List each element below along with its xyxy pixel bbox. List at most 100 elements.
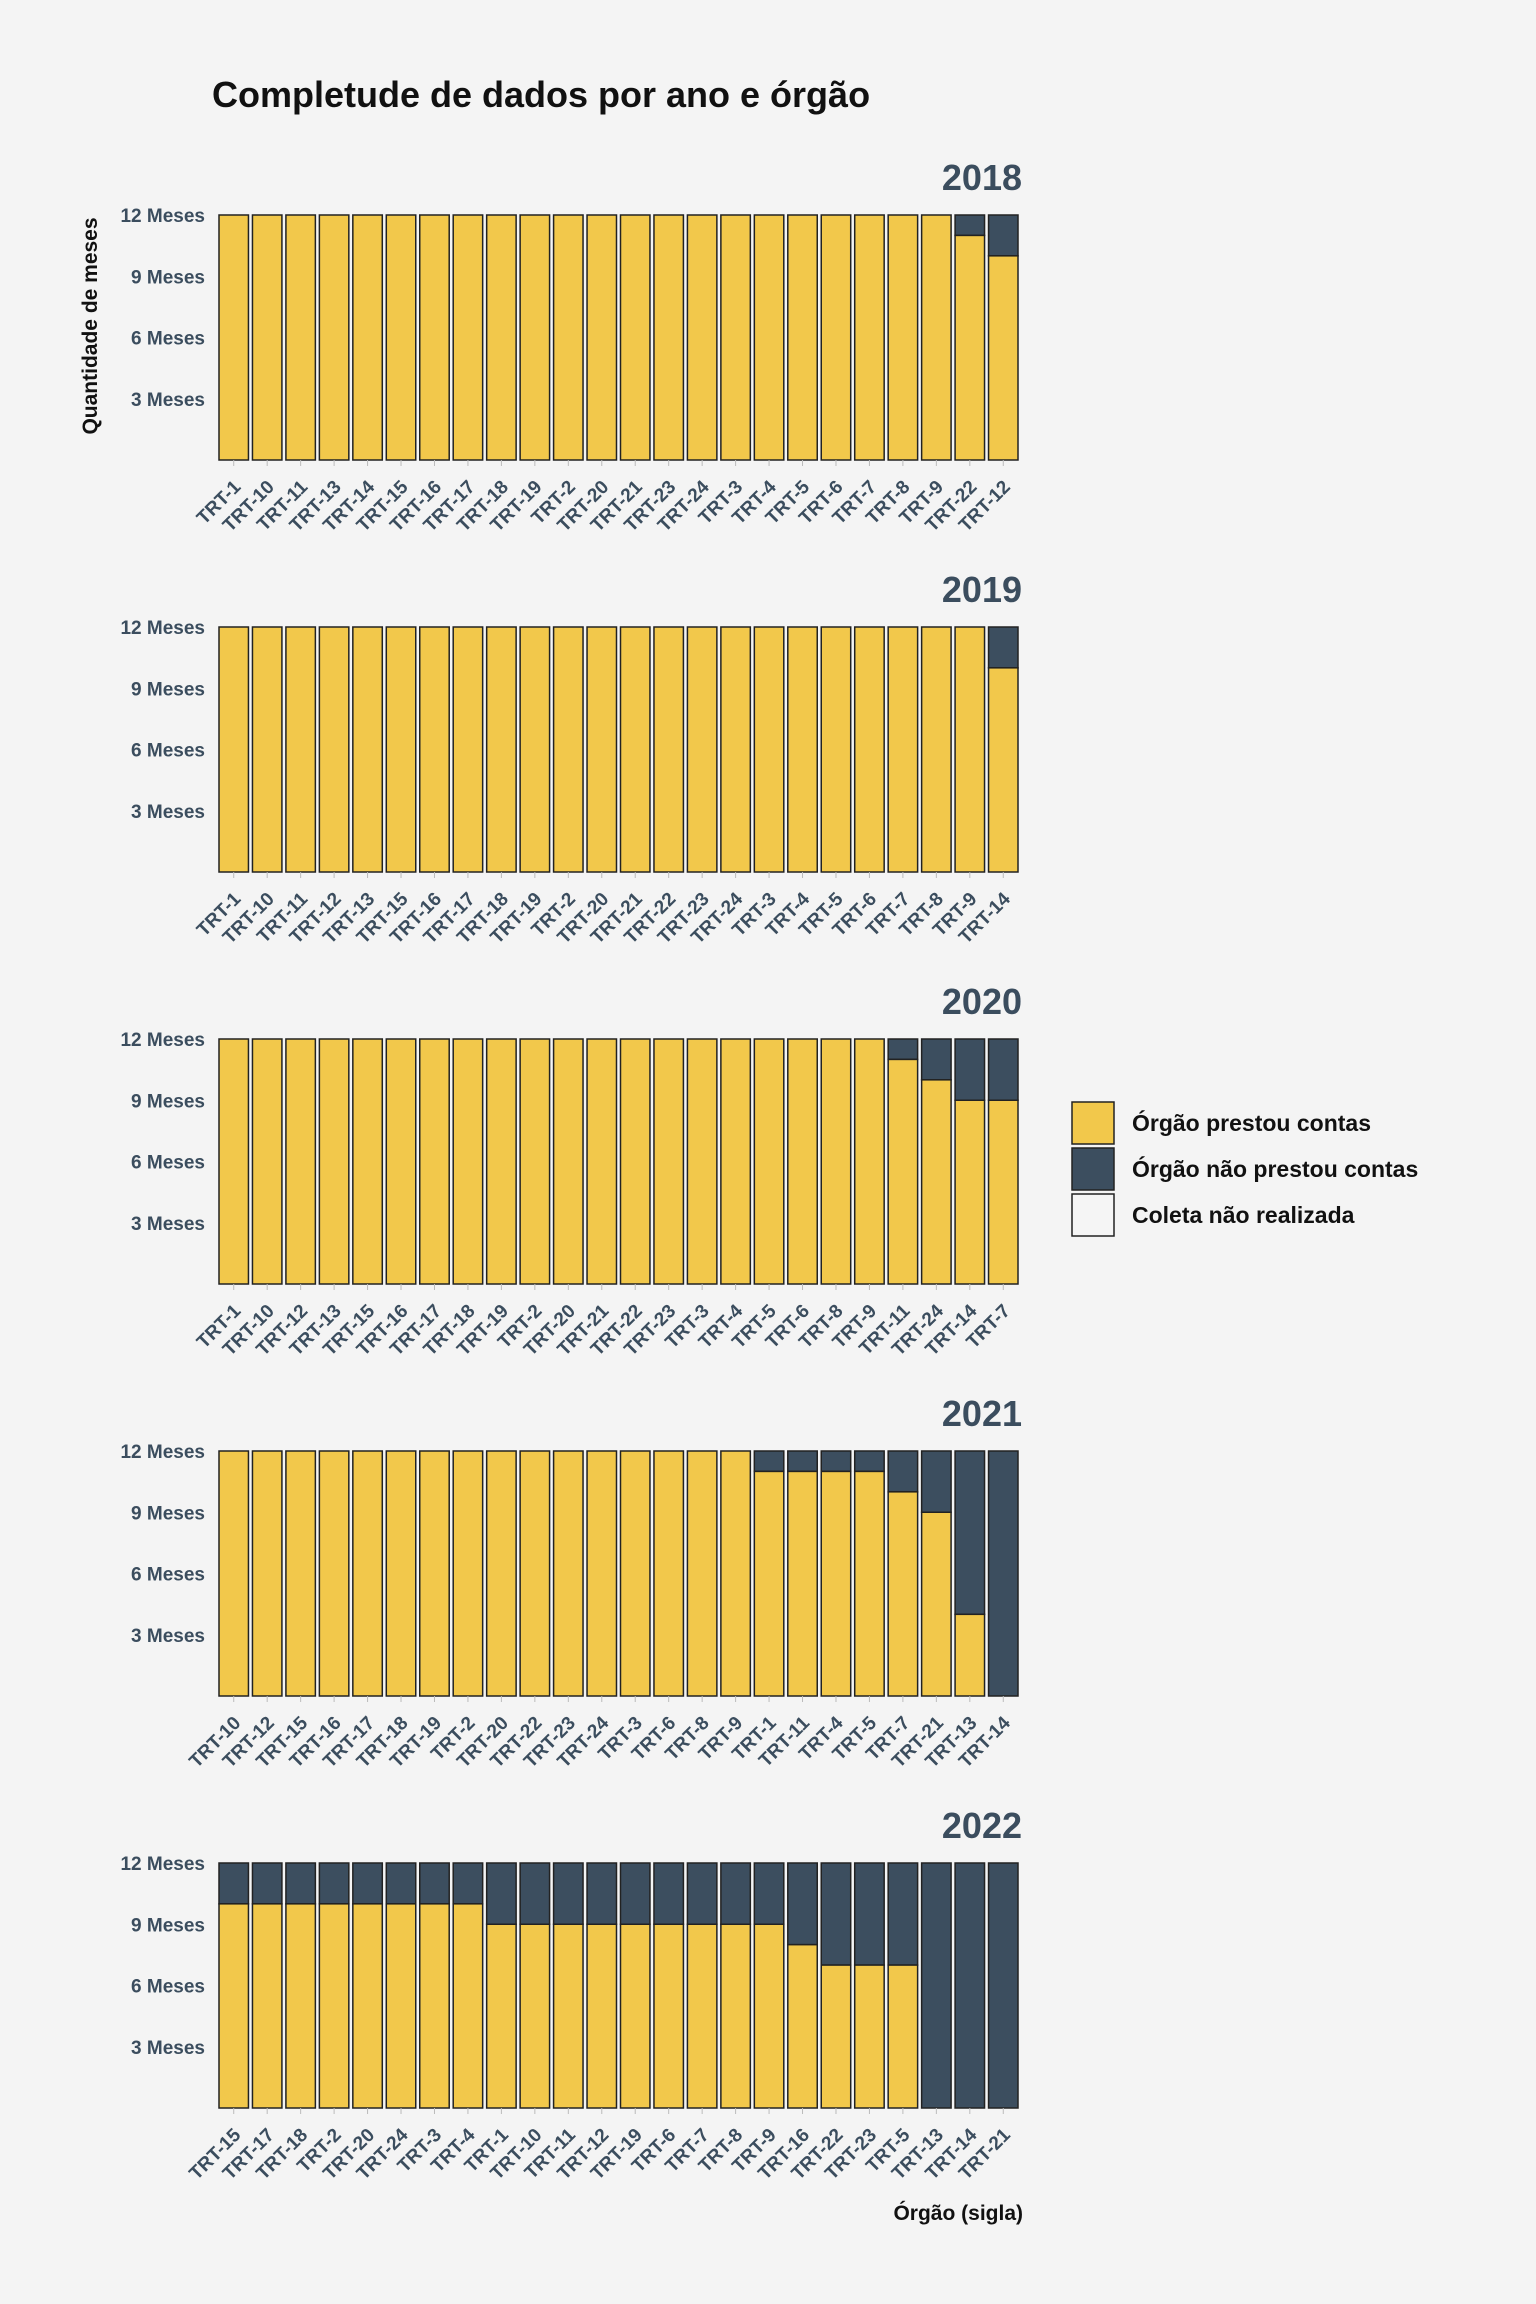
y-tick-label: 3 Meses xyxy=(131,2038,205,2059)
panel-year-label: 2019 xyxy=(942,569,1022,610)
y-tick-label: 12 Meses xyxy=(120,206,205,227)
bar-prestou xyxy=(954,1613,986,1697)
bar-prestou xyxy=(251,214,283,461)
bar-nao-prestou xyxy=(485,1862,517,1925)
bar-prestou xyxy=(419,1450,450,1697)
bar-prestou xyxy=(251,1903,283,2109)
y-tick-label: 6 Meses xyxy=(131,1153,205,1174)
bar-prestou xyxy=(419,214,450,461)
bar-prestou xyxy=(619,1450,651,1697)
bar-prestou xyxy=(251,626,283,873)
bar-prestou xyxy=(352,626,384,873)
bar-nao-prestou xyxy=(820,1450,852,1473)
bar-prestou xyxy=(318,1450,350,1697)
legend: Órgão prestou contas Órgão não prestou co… xyxy=(1071,1101,1418,1237)
bar-prestou xyxy=(218,626,250,873)
y-axis-title: Quantidade de meses xyxy=(79,217,102,434)
bar-prestou xyxy=(218,1903,250,2109)
legend-label: Coleta não realizada xyxy=(1132,1202,1355,1228)
bar-prestou xyxy=(552,626,584,873)
bar-prestou xyxy=(686,1038,718,1285)
bar-nao-prestou xyxy=(954,214,986,237)
bar-prestou xyxy=(285,214,317,461)
bar-prestou xyxy=(686,626,718,873)
bar-prestou xyxy=(385,1038,417,1285)
bar-nao-prestou xyxy=(519,1862,551,1925)
bar-prestou xyxy=(519,1923,551,2109)
bar-prestou xyxy=(787,626,819,873)
bar-prestou xyxy=(485,1923,517,2109)
bar-nao-prestou xyxy=(285,1862,317,1905)
bar-nao-prestou xyxy=(954,1450,986,1616)
bar-prestou xyxy=(853,1964,885,2109)
bar-prestou xyxy=(452,626,484,873)
bar-prestou xyxy=(954,1099,986,1285)
bar-prestou xyxy=(820,626,852,873)
bar-prestou xyxy=(887,1491,919,1697)
y-tick-label: 12 Meses xyxy=(120,618,205,639)
bar-prestou xyxy=(619,214,651,461)
bar-prestou xyxy=(485,1450,517,1697)
bar-prestou xyxy=(820,1038,852,1285)
bar-nao-prestou xyxy=(853,1862,885,1966)
y-tick-label: 3 Meses xyxy=(131,1626,205,1647)
bar-prestou xyxy=(820,1470,852,1697)
bar-nao-prestou xyxy=(987,1450,1019,1697)
bar-prestou xyxy=(820,1964,852,2109)
bar-nao-prestou xyxy=(586,1862,618,1925)
bar-nao-prestou xyxy=(954,1862,986,2109)
y-tick-label: 12 Meses xyxy=(120,1442,205,1463)
bar-prestou xyxy=(352,1903,384,2109)
bar-prestou xyxy=(318,1903,350,2109)
bar-prestou xyxy=(419,1903,450,2109)
legend-label: Órgão não prestou contas xyxy=(1132,1155,1418,1182)
bar-prestou xyxy=(285,1450,317,1697)
bar-prestou xyxy=(552,1038,584,1285)
bar-prestou xyxy=(787,1943,819,2109)
legend-swatch xyxy=(1071,1193,1115,1237)
bar-nao-prestou xyxy=(218,1862,250,1905)
bar-prestou xyxy=(887,1964,919,2109)
y-tick-label: 9 Meses xyxy=(131,679,205,700)
bar-prestou xyxy=(285,1903,317,2109)
bar-nao-prestou xyxy=(753,1862,785,1925)
bar-nao-prestou xyxy=(887,1450,919,1493)
bar-nao-prestou xyxy=(920,1450,952,1513)
bar-nao-prestou xyxy=(987,626,1019,669)
bar-prestou xyxy=(619,1038,651,1285)
y-tick-label: 9 Meses xyxy=(131,1091,205,1112)
bar-prestou xyxy=(419,1038,450,1285)
bar-prestou xyxy=(853,1038,885,1285)
bar-prestou xyxy=(686,214,718,461)
legend-swatch xyxy=(1071,1147,1115,1191)
y-tick-label: 6 Meses xyxy=(131,741,205,762)
bar-nao-prestou xyxy=(887,1862,919,1966)
bar-prestou xyxy=(218,214,250,461)
bar-prestou xyxy=(218,1038,250,1285)
bar-nao-prestou xyxy=(619,1862,651,1925)
bar-prestou xyxy=(853,626,885,873)
x-axis-title: Órgão (sigla) xyxy=(893,2201,1023,2225)
bar-prestou xyxy=(586,1038,618,1285)
bar-prestou xyxy=(285,1038,317,1285)
bar-prestou xyxy=(787,1038,819,1285)
y-tick-label: 12 Meses xyxy=(120,1030,205,1051)
chart-title: Completude de dados por ano e órgão xyxy=(212,74,870,115)
bar-nao-prestou xyxy=(318,1862,350,1905)
y-tick-label: 6 Meses xyxy=(131,329,205,350)
bar-prestou xyxy=(619,626,651,873)
y-tick-label: 9 Meses xyxy=(131,267,205,288)
bar-prestou xyxy=(920,1079,952,1285)
bar-prestou xyxy=(686,1923,718,2109)
bar-prestou xyxy=(385,1903,417,2109)
bar-prestou xyxy=(720,626,752,873)
bar-prestou xyxy=(753,626,785,873)
bar-prestou xyxy=(586,214,618,461)
bar-prestou xyxy=(720,1923,752,2109)
bar-prestou xyxy=(920,626,952,873)
bar-prestou xyxy=(653,1450,685,1697)
